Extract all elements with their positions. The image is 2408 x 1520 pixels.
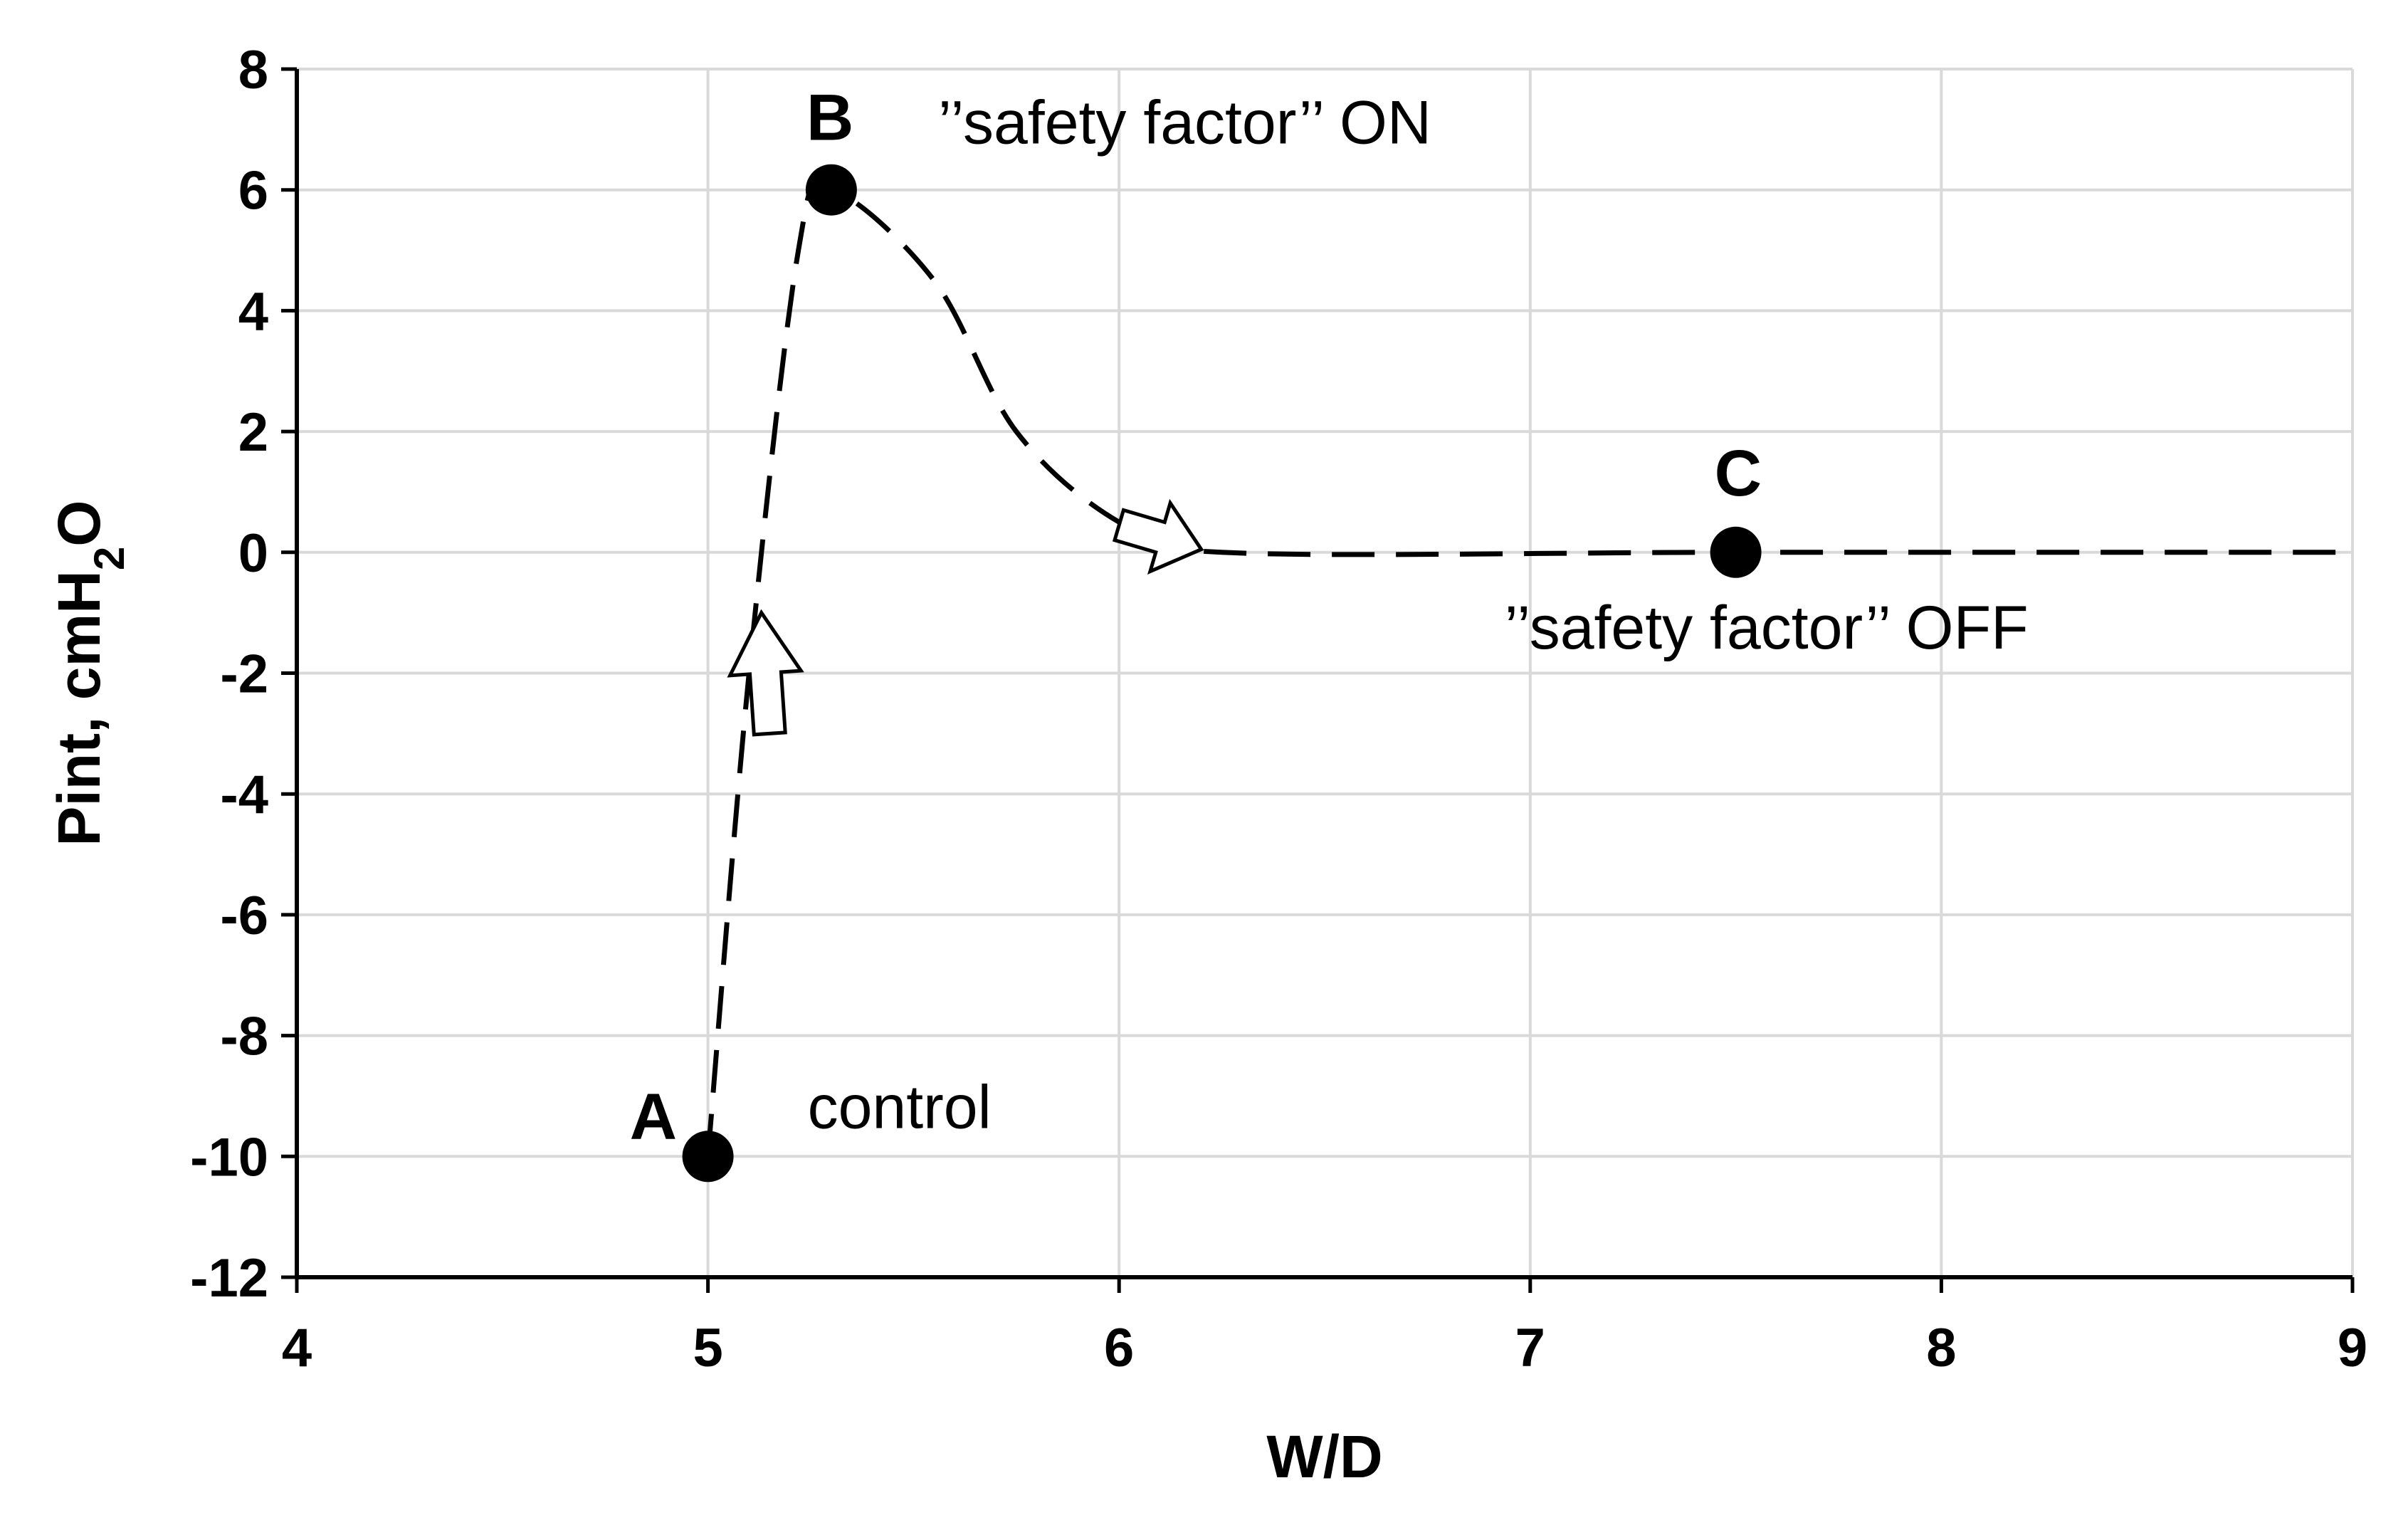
point-label-a: A — [630, 1080, 677, 1153]
y-tick-label: 0 — [238, 523, 268, 584]
y-tick-label: -4 — [220, 765, 268, 825]
x-tick-label: 9 — [2338, 1318, 2367, 1378]
x-tick-label: 6 — [1104, 1318, 1134, 1378]
grid-lines — [281, 67, 2355, 1293]
x-tick-label: 5 — [693, 1318, 722, 1378]
data-point-a — [682, 1131, 734, 1183]
data-point-c — [1710, 526, 1762, 578]
x-tick-label: 8 — [1926, 1318, 1956, 1378]
axes — [295, 69, 2352, 1279]
annotation-a: control — [808, 1073, 992, 1141]
annotation-c: ’’safety factor’’ OFF — [1505, 594, 2029, 662]
data-point-b — [805, 164, 857, 216]
y-tick-label: -2 — [220, 644, 268, 705]
y-tick-label: 2 — [238, 402, 268, 463]
direction-arrows — [727, 498, 1204, 737]
annotation-b: ’’safety factor’’ ON — [938, 89, 1431, 157]
x-tick-label: 7 — [1515, 1318, 1545, 1378]
point-label-c: C — [1715, 437, 1762, 510]
y-tick-label: -6 — [220, 886, 268, 946]
y-tick-label: -12 — [190, 1248, 268, 1309]
point-label-b: B — [806, 82, 853, 154]
y-tick-label: -8 — [220, 1007, 268, 1067]
x-axis-title: W/D — [1266, 1423, 1382, 1490]
x-tick-label: 4 — [282, 1318, 312, 1378]
direction-arrow — [1112, 498, 1204, 575]
y-tick-label: -10 — [190, 1127, 268, 1188]
y-tick-label: 8 — [238, 40, 268, 100]
data-points — [682, 164, 1762, 1183]
y-axis-title: Pint, cmH2O — [46, 500, 133, 846]
y-tick-label: 6 — [238, 161, 268, 221]
y-axis-title-subscript: 2 — [85, 547, 133, 570]
direction-arrow — [727, 609, 804, 737]
y-tick-label: 4 — [238, 281, 268, 342]
y-axis-title-main: Pint, cmH — [46, 570, 112, 846]
y-axis-title-suffix: O — [46, 500, 112, 546]
